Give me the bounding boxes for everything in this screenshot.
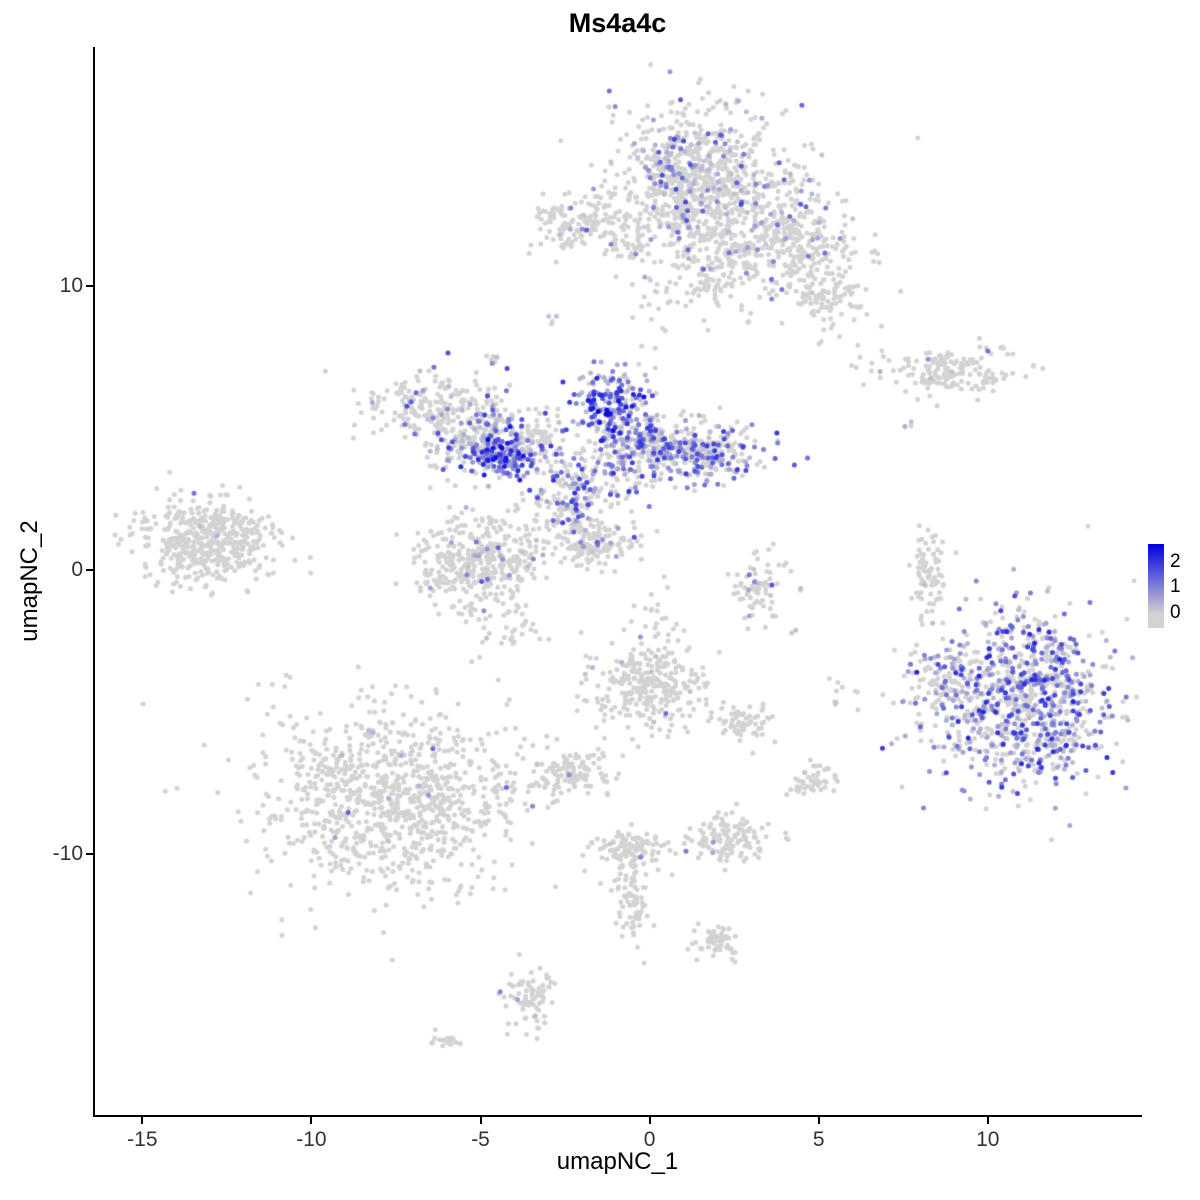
x-tick-label: -5 <box>471 1128 490 1151</box>
y-tick-mark <box>86 852 93 855</box>
x-tick-mark <box>141 1117 144 1124</box>
legend-tick-label: 2 <box>1170 550 1181 572</box>
x-tick-mark <box>986 1117 989 1124</box>
legend-colorbar <box>1148 544 1164 628</box>
x-tick-label: 5 <box>812 1128 825 1151</box>
x-axis-line <box>93 1115 1142 1117</box>
legend-tick-label: 0 <box>1170 601 1181 623</box>
legend-tick-label: 1 <box>1170 576 1181 598</box>
y-tick-label: -10 <box>52 841 83 865</box>
x-tick-mark <box>479 1117 482 1124</box>
y-axis-line <box>93 47 95 1117</box>
y-tick-label: 0 <box>71 557 83 581</box>
x-tick-mark <box>648 1117 651 1124</box>
x-tick-mark <box>817 1117 820 1124</box>
y-tick-label: 10 <box>59 273 83 297</box>
x-tick-mark <box>310 1117 313 1124</box>
x-tick-label: -10 <box>296 1128 327 1151</box>
x-axis-label: umapNC_1 <box>556 1148 679 1175</box>
x-tick-label: -15 <box>127 1128 158 1151</box>
y-tick-mark <box>86 284 93 287</box>
y-axis-label: umapNC_2 <box>16 520 43 642</box>
x-tick-label: 10 <box>976 1128 1000 1151</box>
x-tick-label: 0 <box>643 1128 656 1151</box>
y-tick-mark <box>86 568 93 571</box>
